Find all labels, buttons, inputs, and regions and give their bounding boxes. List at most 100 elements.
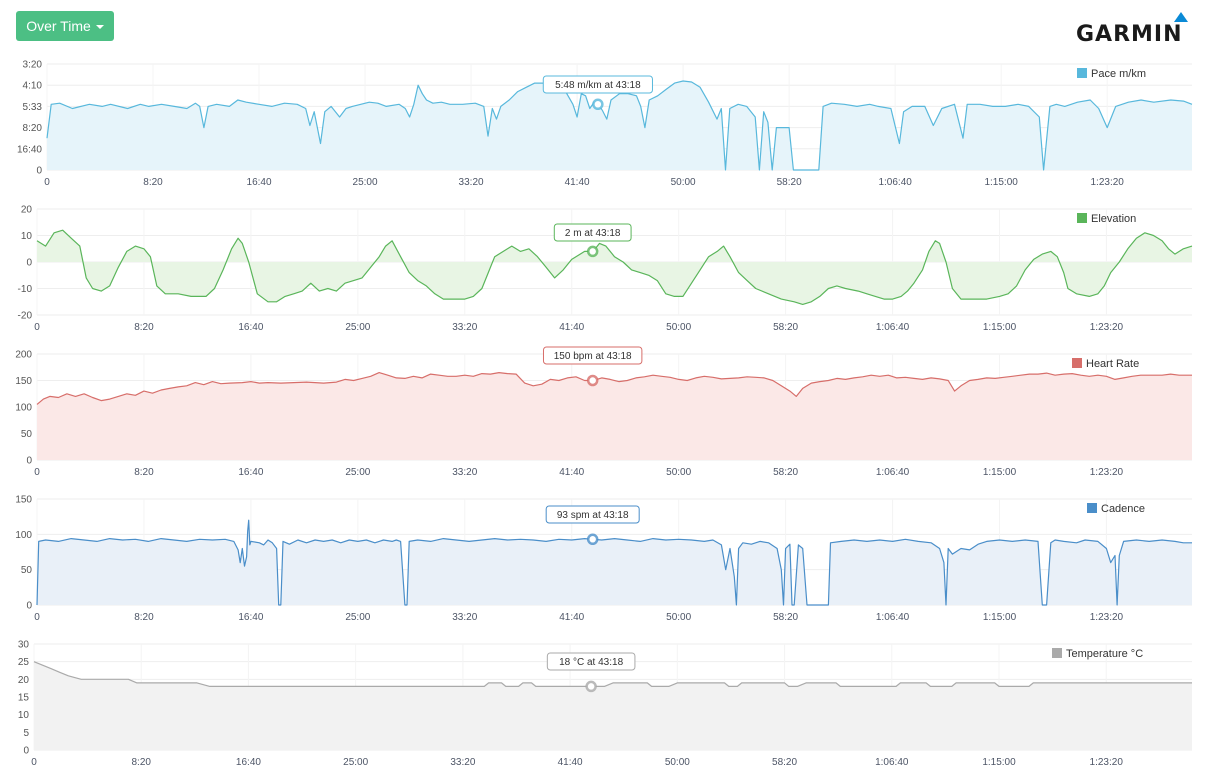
view-mode-dropdown[interactable]: Over Time bbox=[16, 11, 114, 41]
x-tick-label: 1:06:40 bbox=[876, 467, 910, 478]
y-tick-label: -20 bbox=[18, 311, 33, 322]
y-tick-label: 150 bbox=[15, 376, 32, 387]
x-tick-label: 0 bbox=[34, 467, 40, 478]
x-tick-label: 1:15:00 bbox=[983, 467, 1017, 478]
x-tick-label: 1:23:20 bbox=[1090, 757, 1124, 768]
tooltip: 93 spm at 43:18 bbox=[545, 505, 640, 524]
tooltip-box bbox=[545, 505, 640, 524]
x-tick-label: 33:20 bbox=[452, 612, 477, 623]
x-tick-label: 16:40 bbox=[238, 612, 263, 623]
hover-marker[interactable] bbox=[586, 374, 599, 387]
x-tick-label: 58:20 bbox=[777, 177, 802, 188]
legend-label: Heart Rate bbox=[1086, 358, 1139, 370]
x-tick-label: 1:23:20 bbox=[1090, 177, 1124, 188]
y-tick-label: -10 bbox=[18, 284, 33, 295]
x-tick-label: 50:00 bbox=[666, 467, 691, 478]
y-tick-label: 10 bbox=[21, 231, 33, 242]
y-tick-label: 50 bbox=[21, 429, 33, 440]
y-tick-label: 200 bbox=[15, 350, 32, 361]
series-area bbox=[37, 230, 1192, 305]
y-tick-label: 8:20 bbox=[23, 123, 43, 134]
x-tick-label: 8:20 bbox=[134, 467, 154, 478]
x-tick-label: 41:40 bbox=[559, 322, 584, 333]
x-tick-label: 16:40 bbox=[238, 467, 263, 478]
y-tick-label: 20 bbox=[21, 205, 33, 216]
hover-marker[interactable] bbox=[586, 245, 599, 258]
y-tick-label: 10 bbox=[18, 710, 30, 721]
x-tick-label: 1:23:20 bbox=[1090, 612, 1124, 623]
x-tick-label: 1:06:40 bbox=[875, 757, 909, 768]
x-tick-label: 58:20 bbox=[773, 612, 798, 623]
x-tick-label: 0 bbox=[44, 177, 50, 188]
x-tick-label: 41:40 bbox=[558, 757, 583, 768]
legend-swatch bbox=[1077, 213, 1087, 223]
legend-swatch bbox=[1072, 358, 1082, 368]
tooltip-text: 5:48 m/km at 43:18 bbox=[555, 80, 641, 91]
y-tick-label: 50 bbox=[21, 565, 33, 576]
hover-marker[interactable] bbox=[592, 98, 604, 111]
y-tick-label: 25 bbox=[18, 657, 30, 668]
tooltip: 2 m at 43:18 bbox=[553, 223, 632, 242]
x-tick-label: 0 bbox=[34, 322, 40, 333]
legend-swatch bbox=[1052, 648, 1062, 658]
chart-4: 0 5 10 15 20 25 30 0 8:20 16:40 25:00 33:20 41:40 50:… bbox=[18, 640, 1192, 768]
x-tick-label: 1:06:40 bbox=[878, 177, 912, 188]
chart-0: 0 16:40 8:20 5:33 4:10 3:20 0 8:20 16:40 25:00 33:… bbox=[17, 60, 1193, 188]
series-area bbox=[34, 661, 1192, 750]
tooltip: 18 °C at 43:18 bbox=[546, 652, 636, 671]
x-tick-label: 1:23:20 bbox=[1090, 322, 1124, 333]
x-tick-label: 8:20 bbox=[131, 757, 151, 768]
y-tick-label: 100 bbox=[15, 530, 32, 541]
tooltip-box bbox=[546, 652, 636, 671]
x-tick-label: 33:20 bbox=[452, 467, 477, 478]
legend-label: Cadence bbox=[1101, 503, 1145, 515]
chart-2: 0 50 100 150 200 0 8:20 16:40 25:00 33:20 41:40 50:… bbox=[15, 346, 1192, 478]
series-area bbox=[37, 520, 1192, 605]
chart-1: -20 -10 0 10 20 0 8:20 16:40 25:00 33:20 41:40 50:0… bbox=[18, 205, 1193, 333]
hover-marker[interactable] bbox=[586, 533, 599, 546]
y-tick-label: 0 bbox=[23, 746, 29, 757]
legend-swatch bbox=[1077, 68, 1087, 78]
x-tick-label: 1:15:00 bbox=[983, 322, 1017, 333]
tooltip-text: 150 bpm at 43:18 bbox=[554, 351, 632, 362]
x-tick-label: 50:00 bbox=[665, 757, 690, 768]
x-tick-label: 41:40 bbox=[559, 612, 584, 623]
x-tick-label: 1:06:40 bbox=[876, 612, 910, 623]
x-tick-label: 16:40 bbox=[236, 757, 261, 768]
legend-label: Temperature °C bbox=[1066, 648, 1143, 660]
legend-label: Pace m/km bbox=[1091, 68, 1146, 80]
x-tick-label: 16:40 bbox=[247, 177, 272, 188]
series-line bbox=[36, 519, 1192, 606]
x-tick-label: 25:00 bbox=[345, 322, 370, 333]
x-tick-label: 50:00 bbox=[666, 322, 691, 333]
y-tick-label: 0 bbox=[26, 456, 32, 467]
x-tick-label: 0 bbox=[31, 757, 37, 768]
tooltip-text: 18 °C at 43:18 bbox=[559, 657, 623, 668]
series-line bbox=[36, 229, 1193, 305]
series-area bbox=[47, 81, 1192, 170]
series-area bbox=[37, 372, 1192, 460]
garmin-logo: GARMIN bbox=[1076, 10, 1200, 50]
chevron-down-icon bbox=[95, 25, 104, 30]
series-line bbox=[33, 661, 1192, 687]
hover-marker[interactable] bbox=[585, 680, 597, 693]
tooltip-box bbox=[542, 346, 643, 365]
y-tick-label: 5 bbox=[23, 728, 29, 739]
y-tick-label: 16:40 bbox=[17, 144, 42, 155]
x-tick-label: 33:20 bbox=[452, 322, 477, 333]
y-tick-label: 100 bbox=[15, 403, 32, 414]
view-mode-label: Over Time bbox=[26, 18, 91, 34]
y-tick-label: 5:33 bbox=[23, 102, 43, 113]
x-tick-label: 25:00 bbox=[353, 177, 378, 188]
x-tick-label: 50:00 bbox=[666, 612, 691, 623]
y-tick-label: 0 bbox=[26, 258, 32, 269]
x-tick-label: 1:06:40 bbox=[876, 322, 910, 333]
y-tick-label: 3:20 bbox=[23, 60, 43, 71]
x-tick-label: 33:20 bbox=[459, 177, 484, 188]
y-tick-label: 30 bbox=[18, 640, 30, 651]
x-tick-label: 8:20 bbox=[143, 177, 163, 188]
garmin-triangle-icon bbox=[1174, 12, 1188, 22]
x-tick-label: 1:23:20 bbox=[1090, 467, 1124, 478]
x-tick-label: 50:00 bbox=[671, 177, 696, 188]
x-tick-label: 58:20 bbox=[772, 757, 797, 768]
